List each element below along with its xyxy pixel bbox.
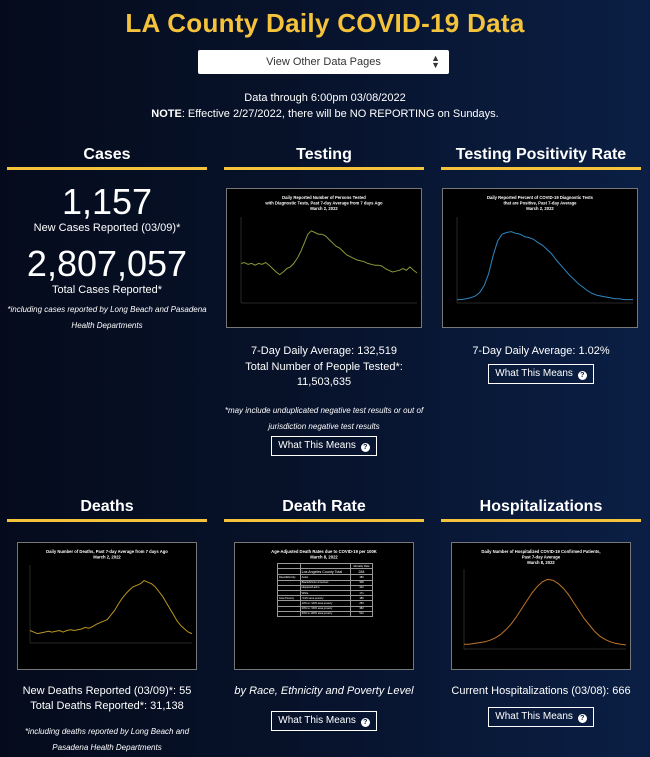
chart-axis [456, 217, 633, 304]
hospitalizations-heading: Hospitalizations [441, 498, 641, 522]
new-cases-label: New Cases Reported (03/09)* [33, 222, 181, 234]
table-row: 30% to 100% area poverty 512 [277, 610, 373, 617]
death-rate-what-this-means-button[interactable]: What This Means ? [271, 711, 377, 731]
table-cell: 30% to 100% area poverty [299, 610, 352, 617]
hospitalizations-series-line [464, 578, 627, 646]
positivity-chart-title-3: March 2, 2022 [526, 206, 554, 211]
death-rate-heading: Death Rate [224, 498, 424, 522]
hospitalizations-chart: Daily Number of Hospitalized COVID-19 Co… [451, 542, 631, 670]
data-pages-select[interactable]: View Other Data Pages ▲ ▼ [198, 50, 449, 74]
testing-chart-title-1: Daily Reported Number of Persons Tested [282, 195, 366, 200]
chart-axis [29, 565, 192, 644]
total-cases-value: 2,807,057 [26, 243, 188, 284]
death-rate-chart-title-2: March 8, 2022 [310, 555, 338, 560]
deaths-section: Deaths New Deaths Reported (03/09)*: 55 … [7, 498, 207, 752]
testing-series-line [240, 230, 418, 276]
note-text: : Effective 2/27/2022, there will be NO … [181, 108, 499, 120]
positivity-section: Testing Positivity Rate 7-Day Daily Aver… [441, 146, 641, 384]
data-through-text: Data through 6:00pm 03/08/2022 [244, 92, 406, 104]
table-header-row: Mortality Rate [277, 563, 373, 570]
death-rate-table-image: Age-Adjusted Death Rates due to COVID-19… [234, 542, 414, 670]
question-icon: ? [577, 714, 587, 723]
death-rate-table: Mortality Rate Los Angeles County Total 28… [255, 563, 395, 617]
hospitalizations-section: Hospitalizations Current Hospitalization… [441, 498, 641, 727]
table-cell [299, 563, 352, 570]
positivity-series-line [457, 231, 633, 301]
deaths-chart-title-2: March 2, 2022 [93, 555, 121, 560]
hospitalizations-button-label: What This Means [495, 711, 573, 722]
cases-section: Cases 1,157 New Cases Reported (03/09)* … [7, 146, 207, 334]
positivity-average: 7-Day Daily Average: 1.02% [472, 345, 610, 357]
question-icon: ? [577, 371, 587, 380]
new-deaths-text: New Deaths Reported (03/09)*: 55 [22, 685, 192, 697]
testing-chart-title-2: with Diagnostic Tests, Past 7-day Averag… [264, 201, 383, 206]
question-icon: ? [360, 718, 370, 727]
chart-axis [463, 569, 626, 650]
total-deaths-text: Total Deaths Reported*: 31,138 [30, 700, 184, 712]
page-title: LA County Daily COVID-19 Data [125, 8, 525, 38]
death-rate-chart-title-1: Age-Adjusted Death Rates due to COVID-19… [271, 549, 377, 554]
deaths-series-line [29, 580, 193, 635]
testing-chart: Daily Reported Number of Persons Tested … [226, 188, 422, 328]
positivity-chart-title-2: that are Positive, Past 7-day Average [503, 201, 577, 206]
reporting-note: NOTE: Effective 2/27/2022, there will be… [0, 108, 650, 120]
table-cell [277, 610, 301, 617]
testing-footnote: *may include unduplicated negative test … [224, 406, 424, 431]
cases-footnote: *including cases reported by Long Beach … [7, 305, 207, 330]
death-rate-section: Death Rate by Race, Ethnicity and Povert… [224, 498, 424, 731]
deaths-heading: Deaths [7, 498, 207, 522]
new-cases-value: 1,157 [61, 181, 153, 222]
testing-section: Testing 7-Day Daily Average: 132,519 Tot… [224, 146, 424, 456]
chart-axis [240, 217, 417, 304]
positivity-chart-plot [456, 217, 633, 304]
hospitalizations-chart-title-1: Daily Number of Hospitalized COVID-19 Co… [481, 549, 600, 554]
positivity-what-this-means-button[interactable]: What This Means ? [488, 364, 594, 384]
testing-button-label: What This Means [278, 440, 356, 451]
testing-what-this-means-button[interactable]: What This Means ? [271, 436, 377, 456]
hospitalizations-what-this-means-button[interactable]: What This Means ? [488, 707, 594, 727]
death-rate-button-label: What This Means [278, 715, 356, 726]
testing-average: 7-Day Daily Average: 132,519 [251, 345, 397, 357]
positivity-chart: Daily Reported Percent of COVID-19 Diagn… [442, 188, 638, 328]
hospitalizations-chart-title-2: Past 7-day Average [522, 555, 561, 560]
positivity-chart-title-1: Daily Reported Percent of COVID-19 Diagn… [487, 195, 594, 200]
testing-total-label: Total Number of People Tested*: [245, 361, 403, 373]
question-icon: ? [360, 443, 370, 452]
hospitalizations-chart-title-3: March 8, 2022 [527, 560, 555, 565]
note-label: NOTE [151, 108, 182, 120]
testing-total-value: 11,503,635 [296, 376, 352, 388]
select-caret-icon: ▲ ▼ [431, 53, 440, 70]
total-cases-label: Total Cases Reported* [51, 284, 163, 296]
testing-chart-title-3: March 2, 2022 [310, 206, 338, 211]
death-rate-caption: by Race, Ethnicity and Poverty Level [234, 685, 414, 697]
deaths-chart-plot [29, 565, 193, 644]
testing-heading: Testing [224, 146, 424, 170]
positivity-button-label: What This Means [495, 368, 573, 379]
cases-heading: Cases [7, 146, 207, 170]
mortality-table: Mortality Rate Los Angeles County Total 28… [277, 563, 373, 617]
table-cell: 512 [350, 610, 373, 617]
current-hospitalizations-text: Current Hospitalizations (03/08): 666 [451, 685, 631, 697]
deaths-chart-title-1: Daily Number of Deaths, Past 7-day Avera… [46, 549, 168, 554]
deaths-chart: Daily Number of Deaths, Past 7-day Avera… [17, 542, 197, 670]
data-pages-select-label: View Other Data Pages [266, 56, 381, 68]
positivity-heading: Testing Positivity Rate [441, 146, 641, 170]
hospitalizations-chart-plot [463, 569, 627, 650]
testing-chart-plot [240, 217, 418, 304]
table-cell: Mortality Rate [350, 563, 373, 570]
deaths-footnote: *including deaths reported by Long Beach… [24, 727, 190, 752]
